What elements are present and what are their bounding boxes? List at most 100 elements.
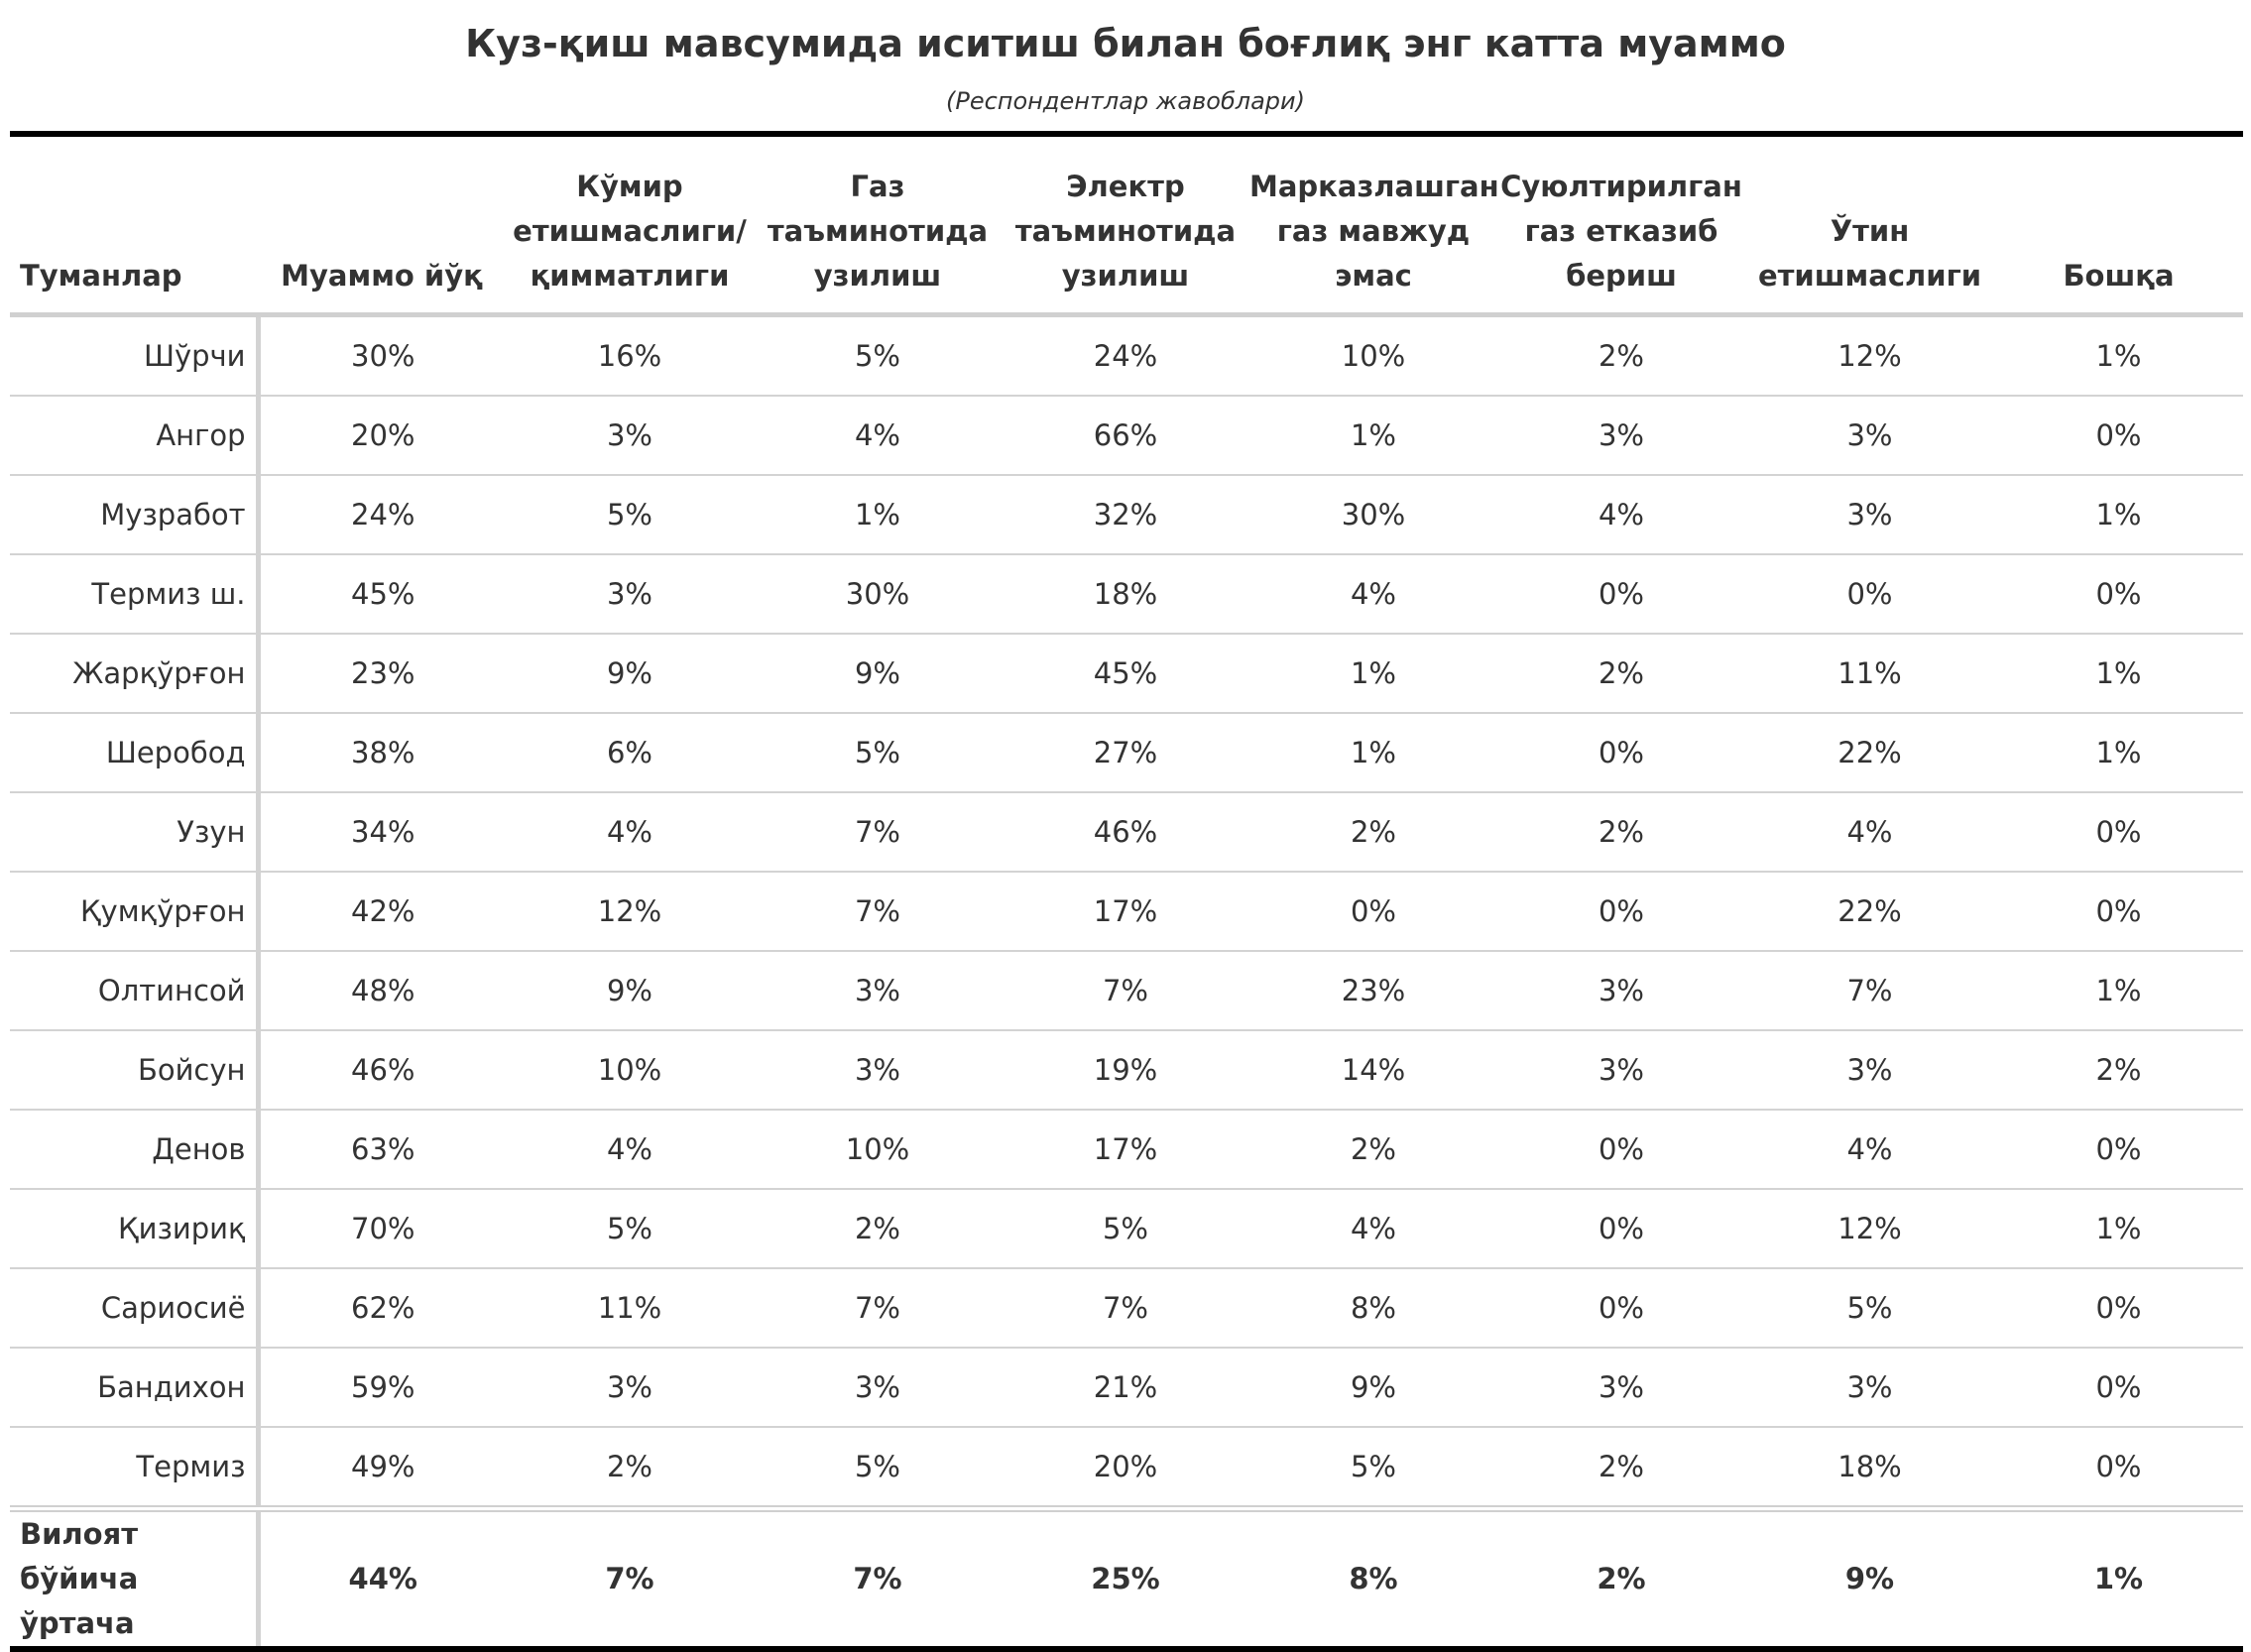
value-cell: 1%: [754, 475, 1002, 555]
column-header-line: газ етказиб: [1524, 214, 1718, 248]
column-header-line: Марказлашган: [1249, 170, 1499, 203]
value-cell: 0%: [1745, 554, 1994, 635]
table-row: Музработ 24% 5% 1% 32% 30% 4% 3% 1%: [10, 475, 2243, 555]
value-cell: 46%: [258, 1030, 506, 1111]
column-header-line: Туманлар: [20, 259, 182, 293]
table-row: Термиз 49% 2% 5% 20% 5% 2% 18% 0%: [10, 1427, 2243, 1509]
value-cell: 4%: [1249, 1189, 1497, 1269]
value-cell: 59%: [258, 1348, 506, 1428]
summary-value-cell: 25%: [1002, 1505, 1249, 1652]
value-cell: 3%: [1745, 1348, 1994, 1428]
value-cell: 14%: [1249, 1030, 1497, 1111]
summary-value-cell: 44%: [258, 1505, 506, 1652]
no-problem-header: Муаммо йўқ: [258, 131, 506, 317]
value-cell: 17%: [1002, 872, 1249, 952]
data-table-container: Туманлар Муаммо йўқ Кўмир етишмаслиги/қимма…: [10, 131, 2243, 1652]
value-cell: 3%: [1497, 1348, 1745, 1428]
district-name: Узун: [10, 792, 261, 873]
liquefied-gas-header: Суюлтирилган газ етказиб бериш: [1497, 131, 1745, 317]
value-cell: 10%: [506, 1030, 754, 1111]
value-cell: 5%: [1350, 1450, 1396, 1483]
value-cell: 3%: [1497, 396, 1745, 476]
value-cell: 11%: [1745, 634, 1994, 714]
value-cell: 66%: [1002, 396, 1249, 476]
value-cell: 18%: [1837, 1450, 1902, 1483]
value-cell: 5%: [854, 1450, 900, 1483]
value-cell: 0%: [1994, 554, 2243, 635]
district-name: Денов: [10, 1110, 261, 1190]
value-cell: 22%: [1745, 713, 1994, 793]
table-row: Бойсун 46% 10% 3% 19% 14% 3% 3% 2%: [10, 1030, 2243, 1111]
column-header-line: Бошқа: [2063, 259, 2175, 293]
column-header-line: етишмаслиги/: [513, 214, 747, 248]
value-cell: 3%: [506, 396, 754, 476]
district-header: Туманлар: [10, 131, 258, 317]
value-cell: 9%: [506, 951, 754, 1031]
value-cell: 11%: [506, 1268, 754, 1349]
value-cell: 34%: [258, 792, 506, 873]
value-cell: 62%: [258, 1268, 506, 1349]
column-header-line: Электр: [1066, 170, 1185, 203]
district-name: Музработ: [10, 475, 261, 555]
value-cell: 0%: [1994, 1348, 2243, 1428]
value-cell: 0%: [1994, 1268, 2243, 1349]
table-row: Шўрчи 30% 16% 5% 24% 10% 2% 12% 1%: [10, 314, 2243, 397]
district-name: Бойсун: [10, 1030, 261, 1111]
value-cell: 22%: [1745, 872, 1994, 952]
table-row: Термиз ш. 45% 3% 30% 18% 4% 0% 0% 0%: [10, 554, 2243, 635]
value-cell: 24%: [258, 475, 506, 555]
value-cell: 63%: [258, 1110, 506, 1190]
summary-row: Вилоят бўйича ўртача 44% 7% 7% 25% 8% 2% 9% 1%: [10, 1505, 2243, 1652]
value-cell: 1%: [1994, 1189, 2243, 1269]
value-cell: 6%: [506, 713, 754, 793]
value-cell: 3%: [1497, 1030, 1745, 1111]
value-cell: 27%: [1002, 713, 1249, 793]
value-cell: 23%: [258, 634, 506, 714]
value-cell: 24%: [1002, 314, 1249, 397]
value-cell: 4%: [506, 792, 754, 873]
value-cell: 3%: [1745, 396, 1994, 476]
district-name: Шўрчи: [10, 314, 261, 397]
value-cell: 0%: [1497, 1268, 1745, 1349]
value-cell: 19%: [1002, 1030, 1249, 1111]
value-cell: 0%: [2095, 1450, 2142, 1483]
value-cell: 30%: [258, 314, 506, 397]
table-row: Узун 34% 4% 7% 46% 2% 2% 4% 0%: [10, 792, 2243, 873]
district-name: Термиз: [10, 1427, 261, 1509]
value-cell: 7%: [1002, 951, 1249, 1031]
value-cell: 0%: [1994, 396, 2243, 476]
value-cell: 70%: [258, 1189, 506, 1269]
district-name: Олтинсой: [10, 951, 261, 1031]
value-cell: 0%: [1497, 872, 1745, 952]
value-cell: 45%: [1002, 634, 1249, 714]
column-header-line: узилиш: [1061, 259, 1190, 293]
table-row: Шеробод 38% 6% 5% 27% 1% 0% 22% 1%: [10, 713, 2243, 793]
value-cell: 3%: [754, 1348, 1002, 1428]
value-cell: 0%: [1497, 713, 1745, 793]
value-cell: 48%: [258, 951, 506, 1031]
value-cell: 4%: [1249, 554, 1497, 635]
value-cell: 0%: [1497, 554, 1745, 635]
value-cell: 0%: [1497, 1110, 1745, 1190]
table-row: Жарқўрғон 23% 9% 9% 45% 1% 2% 11% 1%: [10, 634, 2243, 714]
value-cell: 10%: [1249, 314, 1497, 397]
district-name: Бандихон: [10, 1348, 261, 1428]
value-cell: 1%: [1994, 951, 2243, 1031]
value-cell: 5%: [1002, 1189, 1249, 1269]
value-cell: 3%: [1745, 475, 1994, 555]
value-cell: 3%: [1497, 951, 1745, 1031]
value-cell: 23%: [1249, 951, 1497, 1031]
value-cell: 4%: [506, 1110, 754, 1190]
column-header-line: газ мавжуд: [1276, 214, 1471, 248]
value-cell: 2%: [1497, 634, 1745, 714]
column-header-line: Муаммо йўқ: [281, 259, 483, 293]
value-cell: 30%: [754, 554, 1002, 635]
value-cell: 2%: [1497, 792, 1745, 873]
coal-shortage-header: Кўмир етишмаслиги/қимматлиги: [506, 131, 754, 317]
value-cell: 38%: [258, 713, 506, 793]
value-cell: 9%: [506, 634, 754, 714]
column-header-line: етишмаслиги: [1757, 259, 1982, 293]
column-header-line: қимматлиги: [530, 259, 730, 293]
chart-subtitle: (Респондентлар жавоблари): [945, 87, 1305, 115]
value-cell: 2%: [1249, 1110, 1497, 1190]
